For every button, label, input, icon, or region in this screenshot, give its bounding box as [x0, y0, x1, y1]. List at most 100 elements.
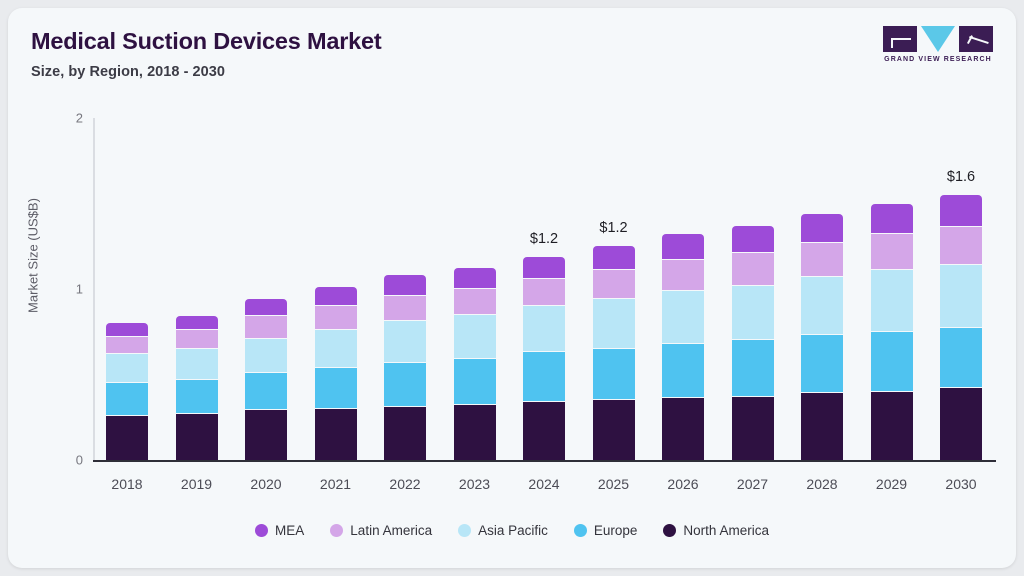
bar-2025[interactable] [592, 246, 635, 460]
legend-swatch-icon [573, 524, 587, 537]
bar-2022[interactable] [384, 275, 426, 460]
bar-2029[interactable] [870, 203, 913, 460]
bar-segment-2029-latin-america[interactable] [870, 234, 913, 271]
bar-2030[interactable] [940, 194, 982, 460]
bar-segment-2020-north-america[interactable] [245, 410, 287, 460]
bar-segment-2023-asia-pacific[interactable] [453, 314, 496, 360]
bar-segment-2021-mea[interactable] [314, 287, 357, 307]
bar-segment-2028-asia-pacific[interactable] [801, 277, 843, 336]
bar-segment-2021-europe[interactable] [314, 367, 357, 409]
bar-segment-2020-latin-america[interactable] [245, 316, 287, 339]
bar-segment-2027-europe[interactable] [731, 340, 774, 397]
logo-mark [883, 26, 993, 54]
bar-segment-2023-europe[interactable] [453, 359, 496, 406]
bar-segment-2018-north-america[interactable] [106, 415, 148, 460]
bar-segment-2029-europe[interactable] [870, 331, 913, 392]
bar-segment-2027-asia-pacific[interactable] [731, 285, 774, 341]
bar-segment-2018-asia-pacific[interactable] [106, 353, 148, 384]
bar-segment-2027-mea[interactable] [731, 225, 774, 254]
bar-segment-2028-latin-america[interactable] [801, 242, 843, 278]
y-axis-line [93, 118, 95, 460]
bar-segment-2026-latin-america[interactable] [662, 259, 704, 291]
bar-segment-2029-north-america[interactable] [870, 391, 913, 460]
bar-segment-2028-mea[interactable] [801, 213, 843, 243]
bar-segment-2030-europe[interactable] [940, 328, 982, 389]
bar-segment-2027-north-america[interactable] [731, 396, 774, 460]
bar-2018[interactable] [106, 323, 148, 460]
bar-2028[interactable] [801, 213, 843, 460]
bar-segment-2025-asia-pacific[interactable] [592, 299, 635, 349]
y-axis-tick-0: 0 [75, 452, 83, 468]
legend-item-latin-america[interactable]: Latin America [330, 523, 432, 538]
legend-item-north-america[interactable]: North America [663, 523, 769, 538]
bar-segment-2020-europe[interactable] [245, 372, 287, 411]
x-axis-tick-2020: 2020 [250, 476, 282, 492]
bar-segment-2026-north-america[interactable] [662, 398, 704, 460]
bar-segment-2019-europe[interactable] [175, 379, 218, 414]
bar-segment-2025-europe[interactable] [592, 348, 635, 401]
bar-segment-2021-latin-america[interactable] [314, 306, 357, 331]
bar-segment-2029-mea[interactable] [870, 203, 913, 235]
bar-segment-2019-north-america[interactable] [175, 413, 218, 460]
legend-item-europe[interactable]: Europe [573, 523, 638, 538]
bar-2027[interactable] [731, 225, 774, 460]
bar-segment-2024-asia-pacific[interactable] [523, 306, 565, 353]
bar-segment-2024-europe[interactable] [523, 352, 565, 402]
bar-segment-2020-asia-pacific[interactable] [245, 338, 287, 373]
bar-segment-2026-mea[interactable] [662, 234, 704, 260]
bar-segment-2018-europe[interactable] [106, 383, 148, 416]
bar-segment-2028-europe[interactable] [801, 335, 843, 394]
bar-segment-2022-asia-pacific[interactable] [384, 321, 426, 363]
y-axis-tick-2: 2 [75, 110, 83, 126]
bar-segment-2019-mea[interactable] [175, 316, 218, 331]
legend-item-asia-pacific[interactable]: Asia Pacific [458, 523, 548, 538]
bar-2024[interactable] [523, 256, 565, 460]
legend-swatch-icon [663, 524, 677, 537]
bar-2019[interactable] [175, 316, 218, 460]
bar-segment-2024-mea[interactable] [523, 256, 565, 279]
bar-segment-2024-north-america[interactable] [523, 401, 565, 460]
bar-segment-2030-latin-america[interactable] [940, 227, 982, 266]
bar-segment-2030-asia-pacific[interactable] [940, 265, 982, 329]
bar-segment-2024-latin-america[interactable] [523, 278, 565, 307]
bar-segment-2023-mea[interactable] [453, 268, 496, 289]
bar-segment-2025-mea[interactable] [592, 246, 635, 271]
bar-value-label-2030: $1.6 [946, 168, 976, 185]
logo-wordmark: GRAND VIEW RESEARCH [884, 56, 992, 63]
bar-segment-2025-latin-america[interactable] [592, 270, 635, 300]
bar-segment-2022-mea[interactable] [384, 275, 426, 296]
x-axis-line [93, 460, 996, 462]
x-axis-tick-2030: 2030 [945, 476, 977, 492]
bar-segment-2018-latin-america[interactable] [106, 336, 148, 354]
bar-segment-2018-mea[interactable] [106, 323, 148, 337]
chart-legend: MEA Latin America Asia Pacific Europe North … [8, 523, 1016, 538]
page-title: Medical Suction Devices Market [31, 28, 382, 54]
bar-segment-2020-mea[interactable] [245, 299, 287, 317]
bar-2026[interactable] [662, 234, 704, 460]
bar-segment-2022-north-america[interactable] [384, 406, 426, 460]
x-axis-tick-2028: 2028 [806, 476, 838, 492]
bar-segment-2030-mea[interactable] [940, 194, 982, 228]
bar-2020[interactable] [245, 299, 287, 460]
bar-segment-2023-latin-america[interactable] [453, 289, 496, 315]
bar-2023[interactable] [453, 268, 496, 460]
bar-segment-2019-latin-america[interactable] [175, 330, 218, 349]
bar-segment-2021-north-america[interactable] [314, 408, 357, 460]
bar-segment-2023-north-america[interactable] [453, 405, 496, 460]
bar-segment-2025-north-america[interactable] [592, 400, 635, 460]
bar-segment-2030-north-america[interactable] [940, 388, 982, 460]
y-axis-label: Market Size (US$B) [25, 198, 41, 313]
bar-segment-2022-latin-america[interactable] [384, 295, 426, 322]
bar-2021[interactable] [314, 287, 357, 460]
bar-segment-2022-europe[interactable] [384, 362, 426, 407]
chart-card: Medical Suction Devices Market Size, by … [8, 8, 1016, 568]
bar-segment-2019-asia-pacific[interactable] [175, 348, 218, 380]
bar-segment-2026-europe[interactable] [662, 343, 704, 399]
bar-segment-2029-asia-pacific[interactable] [870, 270, 913, 332]
bar-segment-2021-asia-pacific[interactable] [314, 330, 357, 368]
bar-segment-2026-asia-pacific[interactable] [662, 290, 704, 344]
bar-segment-2027-latin-america[interactable] [731, 253, 774, 286]
legend-label: Europe [593, 523, 638, 538]
bar-segment-2028-north-america[interactable] [801, 393, 843, 460]
legend-item-mea[interactable]: MEA [255, 523, 304, 538]
